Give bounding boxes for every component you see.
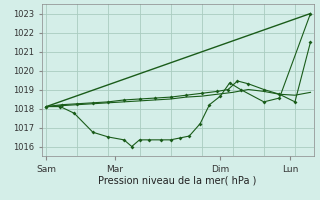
X-axis label: Pression niveau de la mer( hPa ): Pression niveau de la mer( hPa ) [99,175,257,185]
